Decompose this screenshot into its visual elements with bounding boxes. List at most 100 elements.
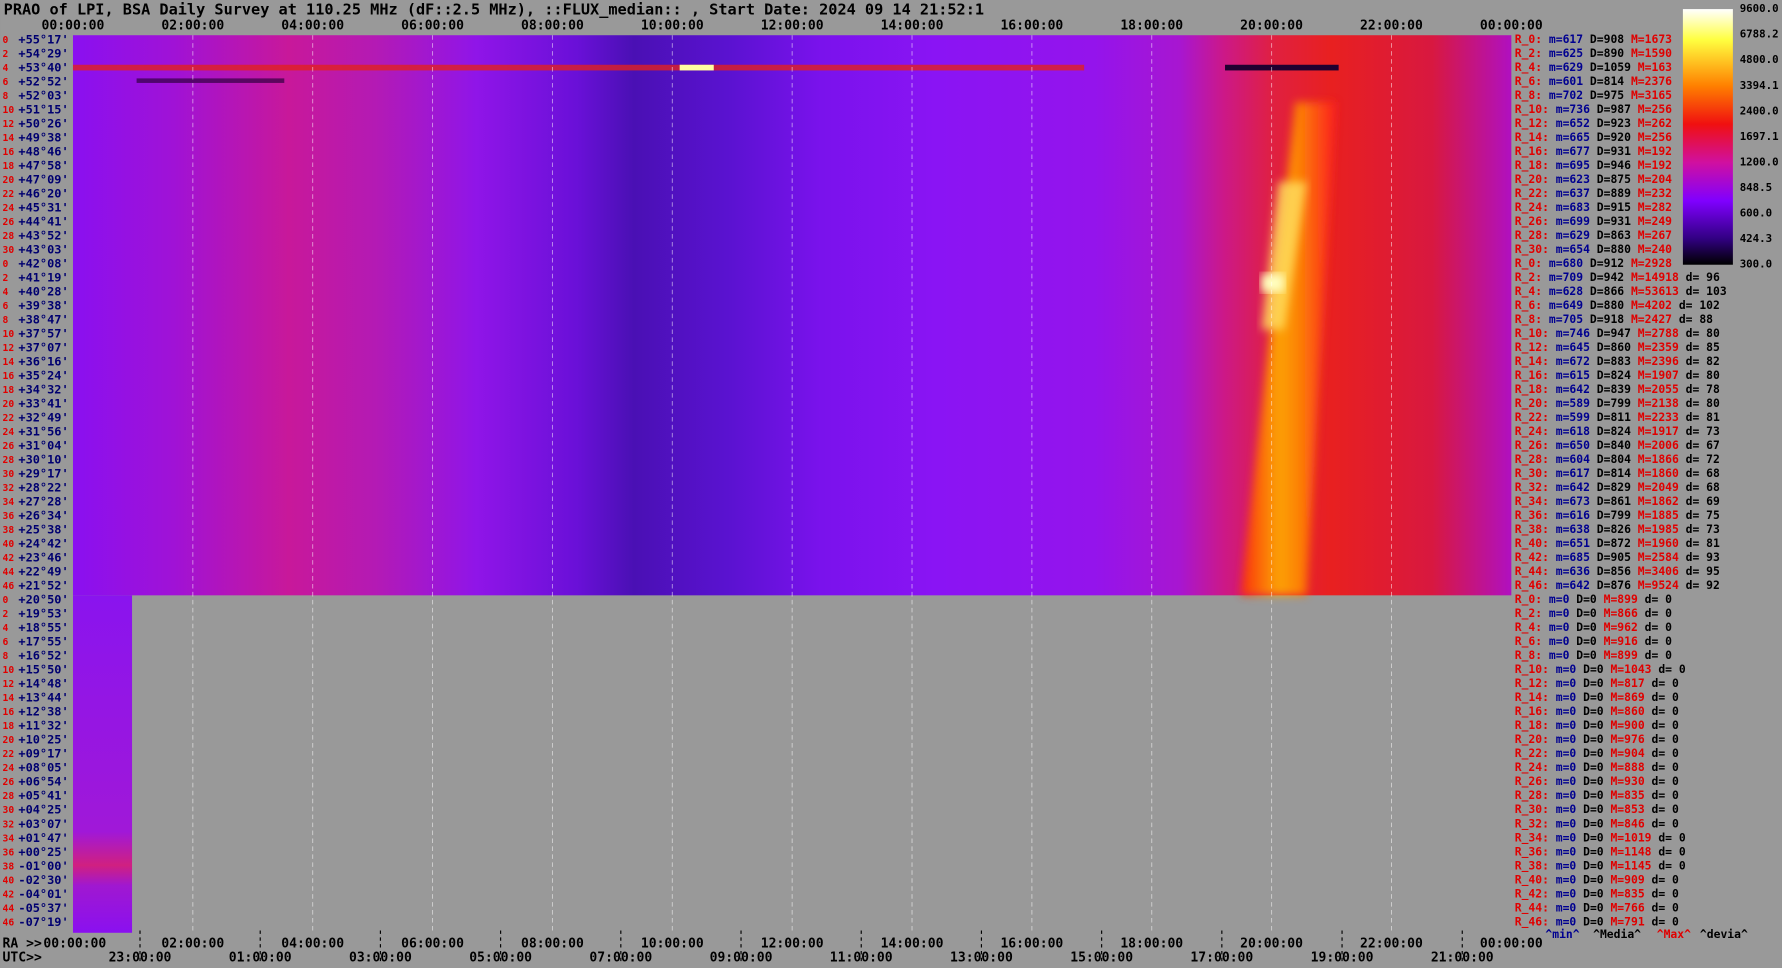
stat-d: d= 0: [1651, 816, 1679, 830]
row-stats: R_8: m=705 D=918 M=2427 d= 88: [1515, 312, 1713, 326]
declination-label: +54°29': [18, 46, 68, 60]
utc-label: 23:00:00: [109, 950, 172, 965]
stat-m: m=623: [1556, 172, 1590, 186]
stat-D: D=824: [1597, 424, 1631, 438]
top-time-label: 22:00:00: [1360, 19, 1423, 34]
declination-label: -04°01': [18, 887, 68, 901]
ra-label: 22:00:00: [1360, 937, 1423, 952]
row-index: 36: [3, 511, 15, 522]
stat-D: D=866: [1590, 284, 1624, 298]
row-stats: R_40: m=651 D=872 M=1960 d= 81: [1515, 536, 1720, 550]
declination-label: +52°03': [18, 88, 68, 102]
stat-d: d= 80: [1686, 326, 1720, 340]
stat-M: M=916: [1604, 634, 1638, 648]
stat-r: R_30:: [1515, 466, 1549, 480]
declination-label: +16°52': [18, 649, 68, 663]
row-stats: R_38: m=0 D=0 M=1145 d= 0: [1515, 858, 1686, 872]
stat-m: m=645: [1556, 340, 1590, 354]
row-index: 18: [3, 161, 15, 172]
stat-m: m=649: [1549, 298, 1583, 312]
declination-label: +50°26': [18, 116, 68, 130]
declination-label: +34°32': [18, 382, 68, 396]
declination-label: +32°49': [18, 411, 68, 425]
row-stats: R_44: m=0 D=0 M=766 d= 0: [1515, 900, 1679, 914]
declination-label: +44°41': [18, 214, 68, 228]
stat-D: D=905: [1597, 550, 1631, 564]
stat-M: M=53613: [1631, 284, 1679, 298]
row-stats: R_14: m=0 D=0 M=869 d= 0: [1515, 690, 1679, 704]
ra-label: 10:00:00: [641, 937, 704, 952]
top-time-label: 20:00:00: [1240, 19, 1303, 34]
row-index: 28: [3, 455, 15, 466]
row-index: 20: [3, 735, 15, 746]
ra-label: 20:00:00: [1240, 937, 1303, 952]
colorbar-label: 1697.1: [1740, 130, 1779, 143]
row-stats: R_2: m=709 D=942 M=14918 d= 96: [1515, 270, 1720, 284]
row-stats: R_4: m=0 D=0 M=962 d= 0: [1515, 620, 1672, 634]
stat-M: M=860: [1610, 704, 1644, 718]
stat-d: d= 0: [1645, 634, 1673, 648]
row-index: 0: [3, 595, 9, 606]
stat-m: m=589: [1556, 396, 1590, 410]
declination-label: +43°52': [18, 228, 68, 242]
stat-d: d= 0: [1651, 746, 1679, 760]
row-index: 40: [3, 539, 15, 550]
stat-d: d= 88: [1679, 312, 1713, 326]
stat-D: D=0: [1583, 900, 1604, 914]
stat-d: d= 0: [1651, 718, 1679, 732]
declination-label: +52°52': [18, 74, 68, 88]
row-index: 18: [3, 385, 15, 396]
stat-D: D=0: [1583, 914, 1604, 928]
stat-D: D=856: [1597, 564, 1631, 578]
row-index: 26: [3, 441, 15, 452]
stat-r: R_44:: [1515, 564, 1549, 578]
stat-d: d= 81: [1686, 410, 1720, 424]
stat-r: R_4:: [1515, 284, 1542, 298]
stat-M: M=2928: [1631, 256, 1672, 270]
stat-r: R_12:: [1515, 340, 1549, 354]
row-stats: R_10: m=736 D=987 M=256: [1515, 102, 1672, 116]
stat-M: M=282: [1638, 200, 1672, 214]
stat-m: m=637: [1556, 186, 1590, 200]
stat-m: m=0: [1556, 858, 1577, 872]
stat-d: d= 68: [1686, 466, 1720, 480]
row-index: 32: [3, 483, 15, 494]
row-index: 26: [3, 777, 15, 788]
stat-M: M=846: [1610, 816, 1644, 830]
row-stats: R_34: m=673 D=861 M=1862 d= 69: [1515, 494, 1720, 508]
stat-d: d= 80: [1686, 396, 1720, 410]
stat-m: m=0: [1556, 690, 1577, 704]
stat-m: m=677: [1556, 144, 1590, 158]
declination-label: +40°28': [18, 284, 68, 298]
row-index: 30: [3, 805, 15, 816]
stat-D: D=875: [1597, 172, 1631, 186]
stat-r: R_34:: [1515, 494, 1549, 508]
declination-label: +13°44': [18, 691, 68, 705]
ra-label: 08:00:00: [521, 937, 584, 952]
row-index: 2: [3, 609, 9, 620]
stat-m: m=0: [1549, 592, 1570, 606]
row-stats: R_22: m=637 D=889 M=232: [1515, 186, 1672, 200]
stat-m: m=0: [1556, 830, 1577, 844]
stat-M: M=249: [1638, 214, 1672, 228]
stat-r: R_28:: [1515, 788, 1549, 802]
colorbar-label: 1200.0: [1740, 155, 1779, 168]
stat-m: m=0: [1556, 914, 1577, 928]
stat-D: D=0: [1583, 886, 1604, 900]
row-index: 26: [3, 217, 15, 228]
row-index: 34: [3, 833, 15, 844]
stat-m: m=636: [1556, 564, 1590, 578]
stat-M: M=1148: [1610, 844, 1651, 858]
row-stats: R_10: m=746 D=947 M=2788 d= 80: [1515, 326, 1720, 340]
stat-m: m=0: [1556, 900, 1577, 914]
declination-label: +24°42': [18, 537, 68, 551]
row-index: 6: [3, 637, 9, 648]
top-time-label: 16:00:00: [1000, 19, 1063, 34]
stat-M: M=962: [1604, 620, 1638, 634]
row-index: 4: [3, 63, 9, 74]
row-stats: R_10: m=0 D=0 M=1043 d= 0: [1515, 662, 1686, 676]
row-stats: R_4: m=628 D=866 M=53613 d= 103: [1515, 284, 1727, 298]
stat-r: R_42:: [1515, 550, 1549, 564]
row-stats: R_0: m=617 D=908 M=1673: [1515, 32, 1672, 46]
solar-burst: [1240, 102, 1336, 596]
